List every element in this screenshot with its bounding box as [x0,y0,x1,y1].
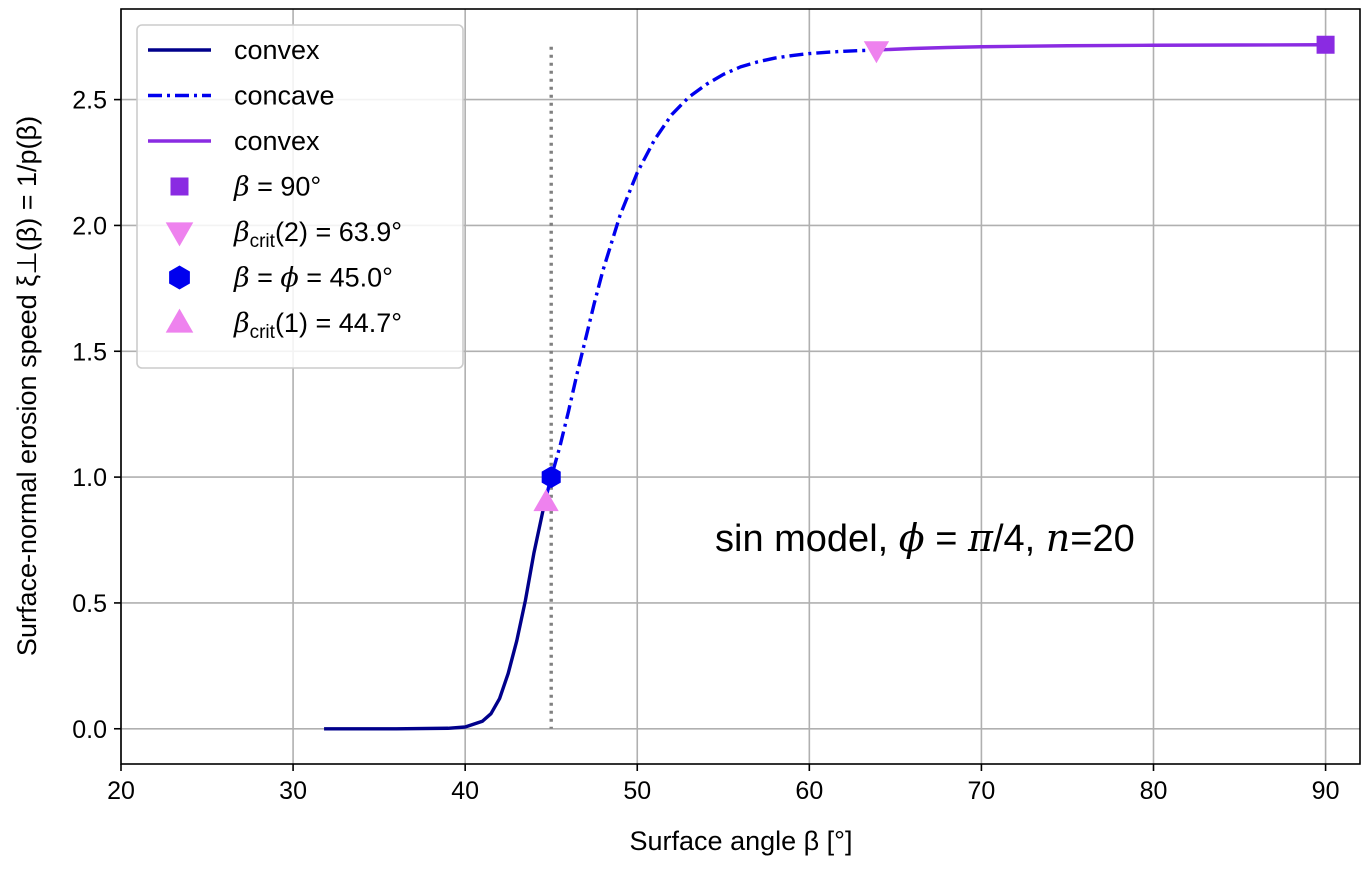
series-line-2 [544,48,877,498]
y-axis-label: Surface-normal erosion speed ξ⊥(β) = 1/p… [12,116,42,656]
series-line-1 [324,496,548,731]
x-tick-label: 80 [1140,777,1168,805]
y-tick-label: 2.5 [72,87,107,115]
marker-point-3 [541,466,561,489]
x-tick-label: 50 [623,777,651,805]
legend-label: βcrit(1) = 44.7° [233,308,402,343]
legend-label: convex [234,35,320,65]
marker-point-4 [533,489,559,512]
legend-frame [136,24,464,369]
x-tick-label: 90 [1312,777,1340,805]
y-tick-label: 1.0 [72,464,107,492]
x-tick-label: 70 [968,777,996,805]
legend-marker-4 [165,308,194,333]
marker-point-2 [863,41,890,64]
y-tick-label: 1.5 [72,338,107,366]
legend: convex concave convex β = 90° βcrit(2) = 63.… [136,24,464,369]
plot-frame [120,8,1361,765]
legend-marker-2 [165,222,194,247]
y-tick-label: 0.0 [72,716,107,744]
x-tick-label: 60 [795,777,823,805]
legend-label: convex [234,126,320,156]
legend-marker-3 [169,265,190,290]
y-tick-label: 2.0 [72,212,107,240]
legend-marker-1 [170,177,189,196]
marker-point-1 [1316,35,1335,54]
legend-label: β = 90° [233,172,321,203]
series-line-3 [876,43,1326,52]
plot-area [324,35,1335,731]
legend-label: βcrit(2) = 63.9° [233,217,402,252]
legend-label: β = ϕ = 45.0° [233,263,393,294]
annotation: sin model, ϕ = π/4, n=20 [715,516,1135,560]
x-axis: 20 30 40 50 60 70 80 90 [107,764,1339,805]
legend-label: concave [234,81,335,111]
x-axis-label: Surface angle β [°] [630,826,853,856]
x-tick-label: 20 [107,777,135,805]
y-axis: 0.0 0.5 1.0 1.5 2.0 2.5 [72,87,121,744]
y-tick-label: 0.5 [72,590,107,618]
x-tick-label: 30 [279,777,307,805]
x-tick-label: 40 [451,777,479,805]
